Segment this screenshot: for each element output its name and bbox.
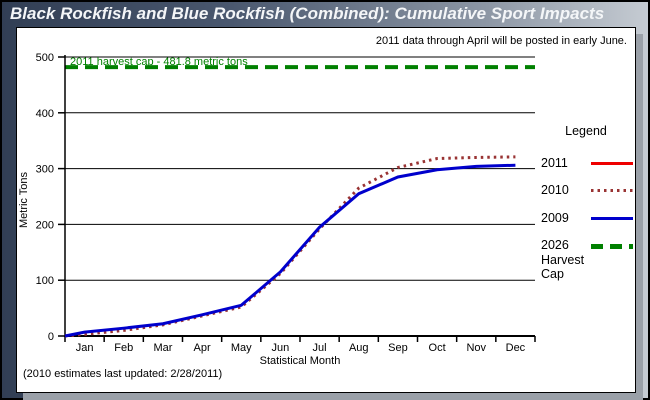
series-line-2010 bbox=[64, 155, 516, 338]
x-tick-label: Nov bbox=[466, 342, 486, 354]
x-axis-title: Statistical Month bbox=[260, 355, 341, 367]
chart-panel: 2011 harvest cap - 481.8 metric tons 0 100… bbox=[16, 27, 636, 393]
legend-title: Legend bbox=[565, 124, 607, 138]
y-tick-label: 0 bbox=[48, 331, 54, 343]
harvest-cap-label: 2011 harvest cap - 481.8 metric tons bbox=[70, 56, 248, 68]
y-tick-label: 400 bbox=[36, 108, 54, 120]
window-title: Black Rockfish and Blue Rockfish (Combin… bbox=[10, 4, 605, 23]
x-tick-label: Oct bbox=[429, 342, 446, 354]
legend-entry-line-swatch bbox=[591, 244, 633, 250]
legend-entry: 2011 bbox=[541, 156, 645, 170]
legend-entry-line-swatch bbox=[591, 216, 633, 220]
chart-plot: 2011 harvest cap - 481.8 metric tons 0 100… bbox=[18, 52, 536, 367]
legend-entry: 2010 bbox=[541, 183, 645, 197]
x-tick-label: Apr bbox=[194, 342, 211, 354]
legend-entry: 2009 bbox=[541, 211, 645, 225]
x-tick-label: Feb bbox=[114, 342, 133, 354]
y-tick-label: 500 bbox=[36, 52, 54, 64]
legend-entry-label: 2010 bbox=[541, 183, 569, 198]
legend-entry-label: 2026 Harvest Cap bbox=[541, 238, 585, 281]
series-line-2009 bbox=[64, 163, 516, 338]
legend-entry-label: 2009 bbox=[541, 210, 569, 225]
x-tick-label: Jan bbox=[76, 342, 94, 354]
x-tick-label: Mar bbox=[153, 342, 172, 354]
y-tick-label: 200 bbox=[36, 219, 54, 231]
x-tick-label: Sep bbox=[388, 342, 408, 354]
y-axis-title: Metric Tons bbox=[18, 171, 30, 228]
legend-entry: 2026 Harvest Cap bbox=[541, 238, 645, 281]
data-availability-note: 2011 data through April will be posted i… bbox=[375, 35, 627, 47]
legend-entry-label: 2011 bbox=[541, 156, 568, 170]
y-tick-label: 100 bbox=[36, 275, 54, 287]
legend-rows: 2011 2010 2009 2026 Harvest Cap bbox=[541, 156, 645, 281]
x-tick-label: Aug bbox=[349, 342, 369, 354]
y-tick-label: 300 bbox=[36, 164, 54, 176]
x-tick-label: Dec bbox=[506, 342, 526, 354]
update-note: (2010 estimates last updated: 2/28/2011) bbox=[23, 368, 223, 380]
legend-entry-line-swatch bbox=[591, 189, 633, 193]
x-tick-label: Jun bbox=[272, 342, 290, 354]
x-tick-label: Jul bbox=[313, 342, 327, 354]
legend: Legend 2011 2010 2009 2026 Harvest Cap bbox=[541, 124, 645, 294]
legend-entry-line-swatch bbox=[591, 162, 633, 165]
x-tick-label: May bbox=[231, 342, 252, 354]
